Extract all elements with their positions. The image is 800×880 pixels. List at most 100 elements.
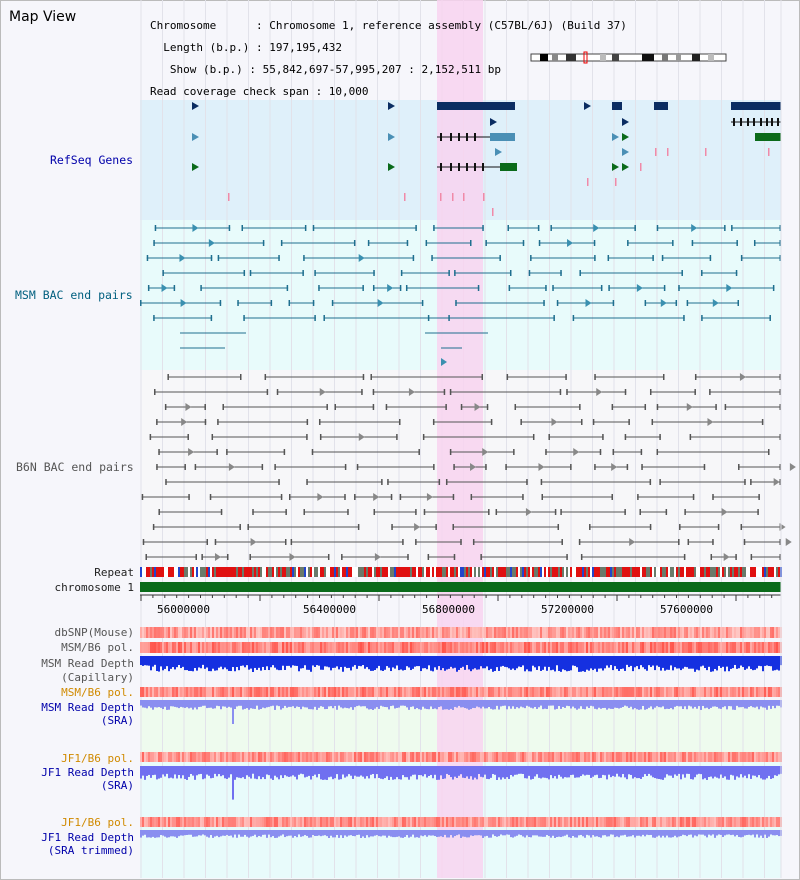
track-label-msm-read-depth-capillary[interactable]: MSM Read Depth (41, 657, 134, 670)
bac-arrow (214, 553, 221, 561)
polymorphism-cell (332, 642, 334, 653)
polymorphism-cell (524, 752, 526, 762)
polymorphism-cell (642, 752, 644, 762)
track-label-b6n-bac[interactable]: B6N BAC end pairs (16, 460, 134, 474)
read-depth-bar (612, 656, 614, 671)
read-depth-bar (328, 766, 330, 778)
read-depth-bar (772, 766, 774, 779)
polymorphism-cell (480, 642, 482, 653)
read-depth-bar (142, 766, 144, 776)
track-label-chromosome[interactable]: chromosome 1 (54, 581, 134, 594)
polymorphism-cell (222, 817, 224, 827)
bac-end (284, 539, 287, 545)
polymorphism-cell (218, 627, 220, 638)
read-depth-bar (640, 830, 642, 837)
track-label-refseq[interactable]: RefSeq Genes (50, 153, 134, 167)
polymorphism-cell (366, 817, 368, 827)
read-depth-bar (618, 700, 620, 709)
read-depth-bar (536, 656, 538, 670)
polymorphism-cell (776, 687, 778, 697)
polymorphism-cell (486, 627, 488, 638)
repeat-element (722, 567, 724, 577)
polymorphism-cell (424, 627, 426, 638)
track-label-repeat[interactable]: Repeat (94, 566, 134, 579)
read-depth-bar (352, 830, 354, 836)
polymorphism-cell (602, 752, 604, 762)
repeat-element (420, 567, 422, 577)
polymorphism-cell (624, 642, 626, 653)
track-label-msm-read-depth-sra[interactable]: MSM Read Depth (41, 701, 134, 714)
polymorphism-cell (174, 687, 176, 697)
track-label-dbsnp[interactable]: dbSNP(Mouse) (54, 626, 134, 639)
track-label-msm-b6-pol-2[interactable]: MSM/B6 pol. (61, 686, 134, 699)
polymorphism-cell (294, 627, 296, 638)
read-depth-bar (740, 830, 742, 838)
repeat-element (644, 567, 646, 577)
read-depth-bar (486, 766, 488, 779)
polymorphism-cell (434, 817, 436, 827)
polymorphism-cell (278, 752, 280, 762)
repeat-element (620, 567, 622, 577)
gene-arrow (388, 102, 395, 110)
polymorphism-cell (294, 752, 296, 762)
read-depth-bar (472, 656, 474, 670)
polymorphism-cell (742, 817, 744, 827)
read-depth-bar (628, 830, 630, 837)
repeat-element (708, 567, 710, 577)
polymorphism-cell (410, 752, 412, 762)
polymorphism-cell (698, 627, 700, 638)
track-label-jf1-read-depth[interactable]: JF1 Read Depth (41, 766, 134, 779)
repeat-element (162, 567, 164, 577)
read-depth-bar (448, 766, 450, 775)
track-label-msm-read-depth-sra-sub: (SRA) (100, 714, 134, 727)
polymorphism-cell (592, 752, 594, 762)
polymorphism-cell (436, 752, 438, 762)
polymorphism-cell (214, 627, 216, 638)
polymorphism-cell (382, 627, 384, 638)
polymorphism-cell (400, 642, 402, 653)
polymorphism-cell (558, 627, 560, 638)
read-depth-bar (570, 656, 572, 671)
read-depth-bar (776, 830, 778, 836)
track-label-jf1-b6-pol-2[interactable]: JF1/B6 pol. (61, 816, 134, 829)
repeat-element (664, 567, 666, 577)
polymorphism-cell (176, 817, 178, 827)
read-depth-bar (658, 656, 660, 667)
polymorphism-cell (246, 627, 248, 638)
polymorphism-cell (428, 752, 430, 762)
bac-end (270, 300, 273, 306)
bac-end (435, 524, 437, 530)
polymorphism-cell (640, 752, 642, 762)
track-label-jf1-b6-pol[interactable]: JF1/B6 pol. (61, 752, 134, 765)
read-depth-bar (286, 766, 288, 777)
polymorphism-cell (524, 642, 526, 653)
read-depth-bar (538, 830, 540, 837)
read-depth-bar (292, 766, 294, 776)
polymorphism-cell (770, 752, 772, 762)
polymorphism-cell (458, 642, 460, 653)
read-depth-bar (652, 830, 654, 838)
repeat-element (480, 567, 482, 577)
polymorphism-cell (394, 687, 396, 697)
polymorphism-cell (612, 817, 614, 827)
track-label-msm-b6-pol[interactable]: MSM/B6 pol. (61, 641, 134, 654)
read-depth-bar (476, 700, 478, 707)
polymorphism-cell (588, 627, 590, 638)
polymorphism-cell (664, 752, 666, 762)
track-label-jf1-read-depth-trimmed[interactable]: JF1 Read Depth (41, 831, 134, 844)
repeat-element (444, 567, 446, 577)
polymorphism-cell (180, 752, 182, 762)
read-depth-bar (722, 830, 724, 837)
read-depth-bar (302, 766, 304, 775)
read-depth-bar (572, 656, 574, 666)
read-depth-bar (330, 700, 332, 707)
polymorphism-cell (162, 627, 164, 638)
read-depth-bar (332, 656, 334, 668)
track-label-msm-bac[interactable]: MSM BAC end pairs (15, 288, 133, 302)
read-depth-bar (464, 700, 466, 709)
polymorphism-cell (716, 687, 718, 697)
bac-arrow (686, 403, 693, 411)
bac-end (611, 494, 613, 500)
read-depth-bar (406, 766, 408, 778)
